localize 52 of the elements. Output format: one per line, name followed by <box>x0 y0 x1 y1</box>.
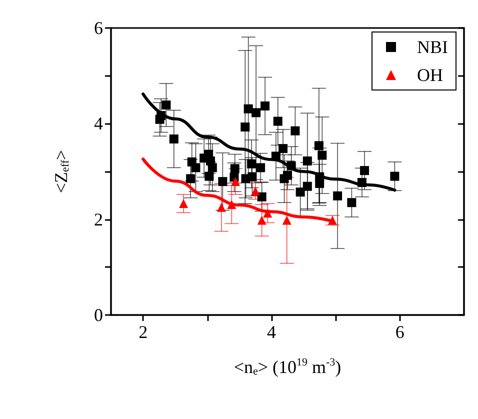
point <box>257 216 266 225</box>
point <box>252 108 261 118</box>
point <box>179 199 188 208</box>
point <box>273 116 282 126</box>
point <box>278 144 288 154</box>
point <box>328 216 337 225</box>
point <box>186 174 196 184</box>
point <box>314 141 324 150</box>
point <box>390 172 400 181</box>
point <box>227 200 236 210</box>
x-tick-label: 6 <box>395 322 404 342</box>
point <box>216 202 226 212</box>
point <box>191 163 200 172</box>
legend-label: NBI <box>417 37 448 57</box>
point <box>240 122 250 132</box>
point <box>333 191 342 200</box>
point <box>357 178 366 187</box>
y-tick-label: 4 <box>94 114 103 134</box>
x-tick-label: 2 <box>138 322 148 342</box>
point <box>290 126 300 136</box>
point <box>260 101 270 110</box>
y-tick-label: 2 <box>94 209 103 230</box>
point <box>256 163 266 172</box>
point <box>347 198 356 208</box>
point <box>204 172 214 181</box>
y-tick-label: 0 <box>94 305 103 325</box>
point <box>250 186 260 196</box>
point <box>302 156 312 166</box>
x-tick-label: 4 <box>266 322 276 342</box>
point <box>231 177 240 186</box>
point <box>208 163 217 172</box>
point <box>315 178 324 188</box>
point <box>271 152 280 161</box>
point <box>248 172 257 182</box>
legend-label: OH <box>417 65 443 85</box>
point <box>169 134 178 144</box>
point <box>282 216 292 225</box>
point <box>302 182 312 191</box>
point <box>247 159 256 168</box>
point <box>156 111 166 120</box>
point <box>296 188 305 197</box>
y-tick-label: 6 <box>94 18 103 38</box>
point <box>263 208 272 218</box>
point <box>318 150 327 160</box>
point <box>286 161 296 170</box>
y-axis-title: <Zeff> <box>51 150 72 194</box>
point <box>230 164 240 174</box>
point <box>218 177 228 186</box>
point <box>257 192 266 202</box>
point <box>162 100 171 110</box>
point <box>280 174 289 184</box>
point <box>360 166 370 176</box>
